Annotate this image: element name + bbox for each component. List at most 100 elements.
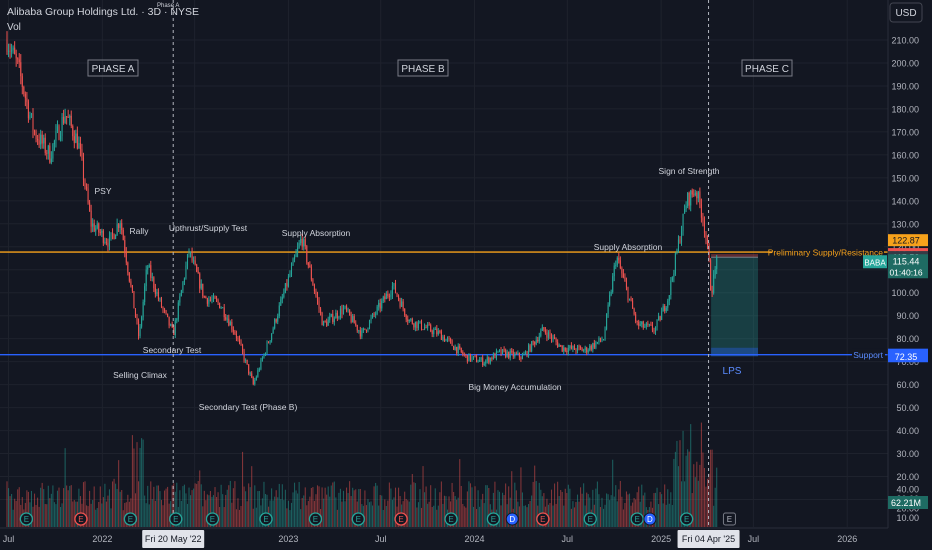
dividend-marker[interactable] [505, 512, 519, 526]
candle-body [641, 321, 643, 325]
position-profit-zone[interactable] [711, 257, 758, 357]
volume-bar [116, 488, 118, 527]
volume-bar [413, 482, 415, 527]
candle-body [171, 324, 173, 328]
candle-body [335, 312, 337, 319]
earnings-marker[interactable] [123, 512, 138, 526]
volume-bar [290, 502, 293, 527]
earnings-marker[interactable] [444, 512, 458, 526]
candle-body [237, 337, 239, 339]
candle-body [167, 313, 169, 317]
candle-body [431, 331, 433, 335]
earnings-marker-upcoming[interactable] [722, 512, 736, 526]
earnings-marker[interactable] [19, 512, 34, 526]
volume-bar [289, 510, 291, 527]
volume-bar [342, 490, 345, 527]
price-tick-label: 130.00 [891, 219, 919, 229]
candle-body [558, 345, 560, 347]
volume-bar [242, 451, 244, 527]
candle-body [321, 312, 323, 326]
candle-body [194, 260, 196, 265]
last-price-tag[interactable] [888, 254, 928, 279]
time-axis[interactable]: Jul 2022 Fri 20 May '22 2023 Jul 2024 Jul 2025 F… [0, 527, 888, 550]
candle-body [145, 269, 147, 287]
volume-bar [164, 490, 166, 527]
volume-bar [283, 500, 285, 527]
dividend-marker-label: D [509, 515, 515, 524]
candle-body [529, 345, 531, 352]
earnings-marker[interactable] [583, 512, 597, 526]
currency-button[interactable]: USD [889, 2, 923, 23]
candle-body [416, 321, 418, 329]
volume-bar [156, 485, 158, 527]
support-label: Support [853, 350, 883, 360]
earnings-marker[interactable] [169, 512, 183, 526]
candle-body [110, 232, 112, 237]
position-stop-zone[interactable] [711, 347, 758, 357]
candle-body [443, 336, 445, 342]
earnings-marker[interactable] [308, 512, 323, 526]
earnings-marker[interactable] [536, 512, 550, 526]
earnings-marker[interactable] [351, 512, 365, 526]
volume-bar [208, 495, 210, 527]
candle-body [688, 192, 690, 206]
volume-bar [398, 487, 400, 527]
volume-bar [370, 501, 372, 527]
earnings-marker-label: E [210, 515, 215, 524]
candle-body [494, 353, 496, 359]
long-position-tool[interactable] [711, 254, 758, 357]
earnings-marker[interactable] [259, 512, 273, 526]
earnings-marker[interactable] [679, 512, 694, 526]
annotation-label: Big Money Accumulation [468, 382, 561, 392]
volume-bar [599, 506, 601, 527]
crosshair-date-tag[interactable] [677, 530, 740, 548]
volume-bar [378, 505, 380, 527]
candle-body [170, 324, 172, 326]
candle-body [104, 241, 106, 243]
earnings-marker[interactable] [74, 512, 88, 526]
price-axis[interactable]: 210.00 200.00 190.00 180.00 170.00 160.00 150.… [863, 0, 932, 550]
dividend-marker[interactable] [643, 512, 657, 526]
earnings-marker[interactable] [394, 512, 408, 526]
earnings-marker[interactable] [486, 512, 501, 526]
candle-body [339, 308, 341, 318]
volume-bar [11, 493, 13, 527]
candle-body [393, 283, 395, 287]
candle-body [266, 342, 268, 354]
volume-bar [203, 490, 205, 527]
candle-body [86, 186, 88, 189]
volume-bar [373, 486, 375, 527]
volume-bar [615, 485, 617, 527]
candle-body [520, 357, 522, 359]
candle-body [338, 317, 340, 318]
candle-body [610, 291, 612, 296]
annotation-label: Secondary Test (Phase B) [199, 402, 298, 412]
earnings-marker[interactable] [630, 512, 644, 526]
candle-body [405, 315, 407, 320]
volume-bar [79, 496, 81, 527]
position-target-zone[interactable] [711, 254, 758, 258]
key-levels[interactable]: Preliminary Supply/Resistance Support [0, 246, 888, 361]
candle-body [593, 343, 595, 348]
volume-bar [200, 484, 202, 527]
earnings-marker[interactable] [205, 512, 220, 526]
volume-bar [472, 506, 475, 527]
earnings-marker-label: E [491, 515, 496, 524]
crosshair-date-tag[interactable] [142, 530, 205, 548]
candle-body [349, 309, 351, 316]
candle-body [209, 299, 211, 301]
candle-body [472, 356, 475, 358]
price-axis-tag-label: 122.87 [892, 236, 920, 246]
candle-body [440, 331, 442, 340]
volume-bar [387, 500, 389, 527]
candle-body [79, 143, 81, 150]
candle-body [563, 347, 565, 352]
candle-body [141, 317, 143, 327]
volume-bar [32, 506, 34, 527]
volume-bar [17, 489, 19, 527]
volume-bar [353, 490, 355, 527]
volume-bar [488, 488, 490, 527]
candle-body [136, 316, 138, 322]
